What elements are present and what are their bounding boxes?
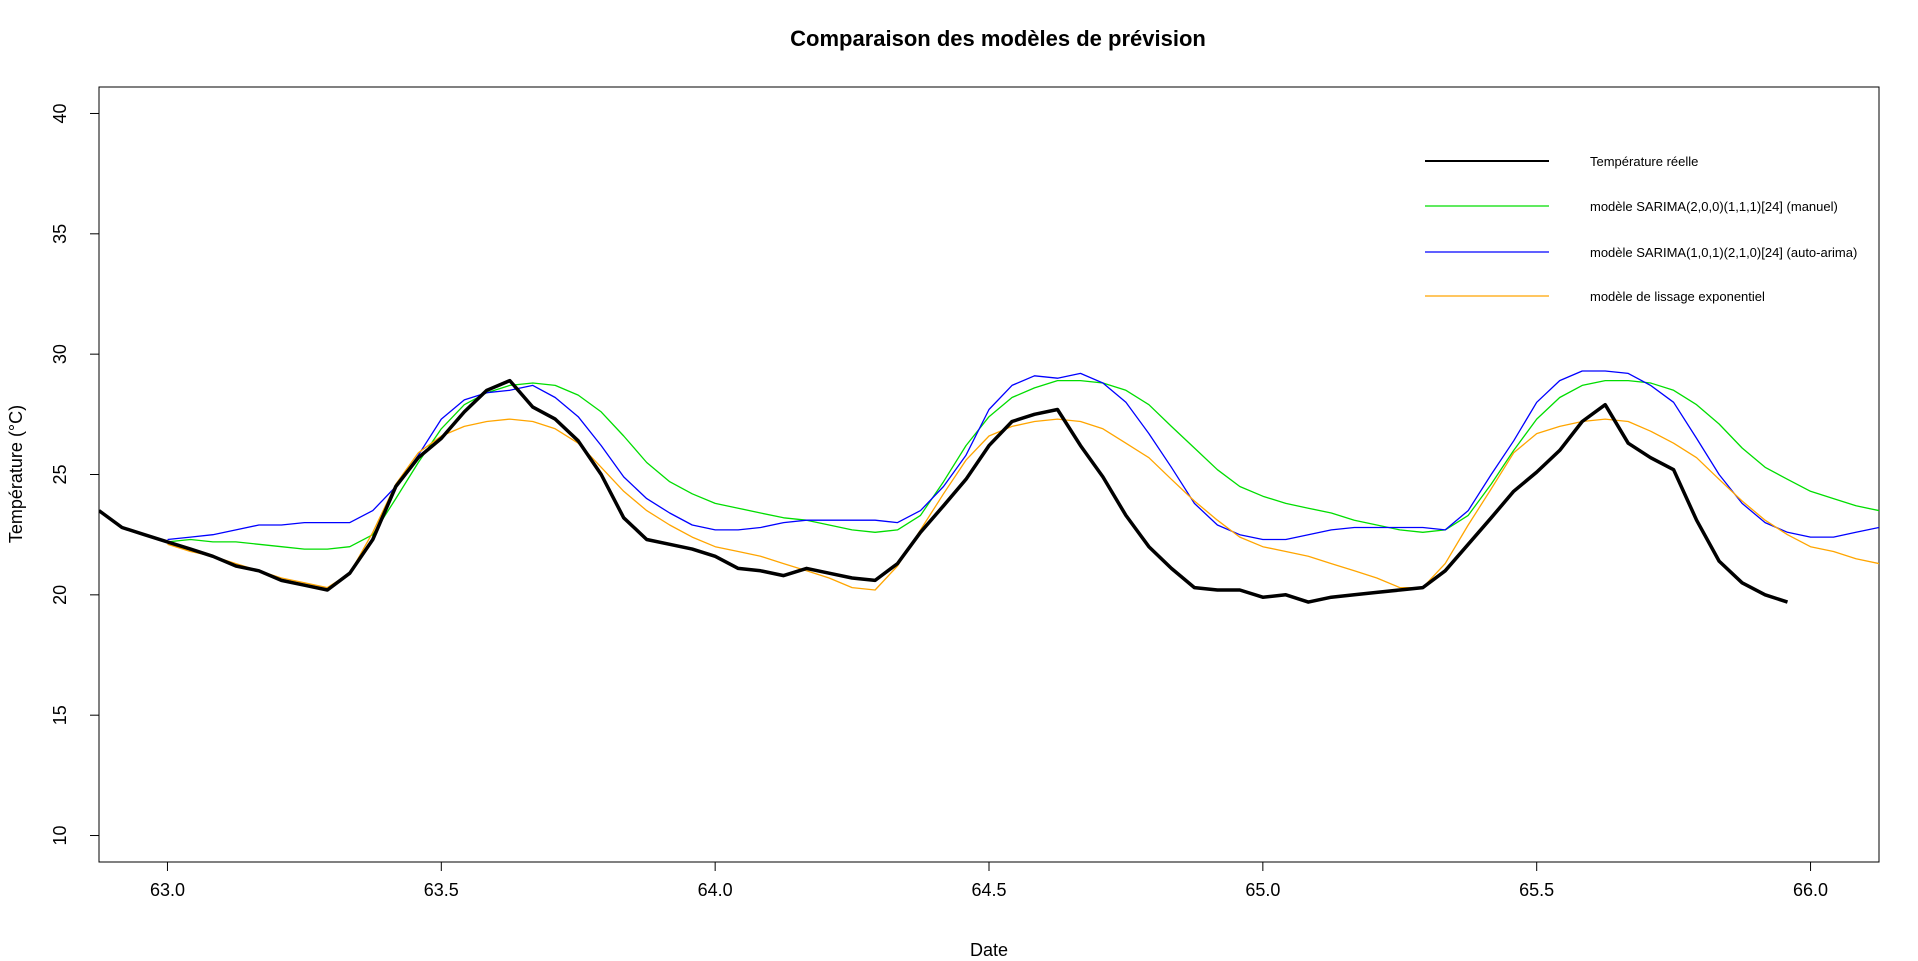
y-tick-label: 25 <box>50 464 70 484</box>
legend-label: Température réelle <box>1590 154 1698 169</box>
x-tick-label: 64.5 <box>971 880 1006 900</box>
y-tick-label: 35 <box>50 224 70 244</box>
legend: Température réelle modèle SARIMA(2,0,0)(1… <box>1425 154 1857 304</box>
sarima-auto-line <box>167 370 1879 541</box>
y-tick-label: 20 <box>50 585 70 605</box>
y-tick-label: 40 <box>50 103 70 123</box>
y-tick-label: 30 <box>50 344 70 364</box>
exp-smoothing-line <box>167 418 1879 591</box>
x-tick-label: 63.0 <box>150 880 185 900</box>
legend-label: modèle SARIMA(2,0,0)(1,1,1)[24] (manuel) <box>1590 199 1838 214</box>
x-tick-label: 65.0 <box>1245 880 1280 900</box>
chart-title: Comparaison des modèles de prévision <box>790 26 1206 51</box>
series-layer <box>99 370 1879 604</box>
sarima-manual-line <box>167 379 1879 550</box>
x-axis-label: Date <box>970 940 1008 960</box>
y-tick-label: 15 <box>50 705 70 725</box>
actual-temperature-line <box>99 378 1789 604</box>
x-axis: 63.0 63.5 64.0 64.5 65.0 65.5 66.0 <box>150 861 1828 900</box>
x-tick-label: 64.0 <box>698 880 733 900</box>
y-axis: 10 15 20 25 30 35 40 <box>50 103 100 846</box>
legend-label: modèle SARIMA(1,0,1)(2,1,0)[24] (auto-ar… <box>1590 245 1857 260</box>
x-tick-label: 63.5 <box>424 880 459 900</box>
legend-label: modèle de lissage exponentiel <box>1590 289 1765 304</box>
y-axis-label: Température (°C) <box>6 405 26 543</box>
y-tick-label: 10 <box>50 826 70 846</box>
x-tick-label: 65.5 <box>1519 880 1554 900</box>
x-tick-label: 66.0 <box>1793 880 1828 900</box>
